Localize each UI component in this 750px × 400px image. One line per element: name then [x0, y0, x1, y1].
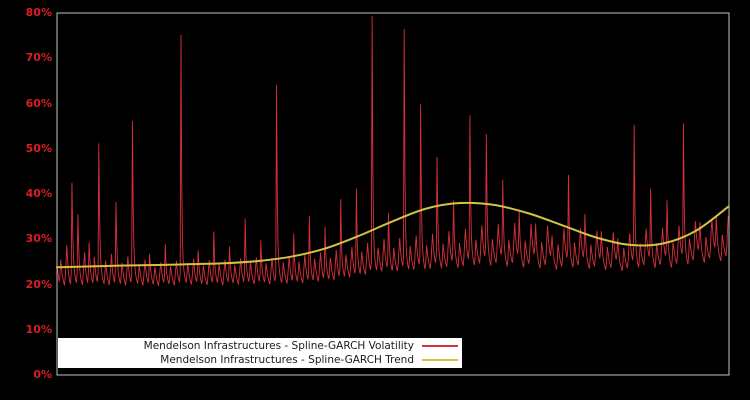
y-axis-tick-label: 50% — [25, 141, 52, 155]
legend-item-trend[interactable]: Mendelson Infrastructures - Spline-GARCH… — [58, 353, 462, 367]
y-axis-tick-label: 0% — [33, 368, 52, 381]
y-axis-tick-label: 20% — [25, 277, 52, 291]
y-axis-tick-label: 80% — [25, 6, 52, 19]
y-axis-tick-label: 30% — [25, 232, 52, 246]
series-line-trend — [56, 201, 730, 269]
legend-swatch-volatility — [422, 345, 458, 347]
y-axis-tick-label: 40% — [25, 187, 52, 200]
legend-item-volatility[interactable]: Mendelson Infrastructures - Spline-GARCH… — [58, 339, 462, 353]
y-axis-tick-label: 70% — [25, 51, 52, 65]
legend-label-trend: Mendelson Infrastructures - Spline-GARCH… — [160, 354, 414, 366]
data-series-layer — [56, 16, 730, 286]
chart-legend[interactable]: Mendelson Infrastructures - Spline-GARCH… — [58, 338, 462, 368]
legend-swatch-trend — [422, 359, 458, 361]
legend-label-volatility: Mendelson Infrastructures - Spline-GARCH… — [143, 340, 414, 352]
plot-area-background — [57, 13, 729, 375]
plot-area-border — [56, 12, 730, 376]
y-axis-tick-label: 60% — [25, 96, 52, 110]
series-line-volatility — [56, 16, 729, 286]
y-axis-tick-labels: 0% 10% 20% 30% 40% 50% 60% 70% 80% — [0, 0, 52, 400]
y-axis-tick-label: 10% — [25, 322, 52, 336]
